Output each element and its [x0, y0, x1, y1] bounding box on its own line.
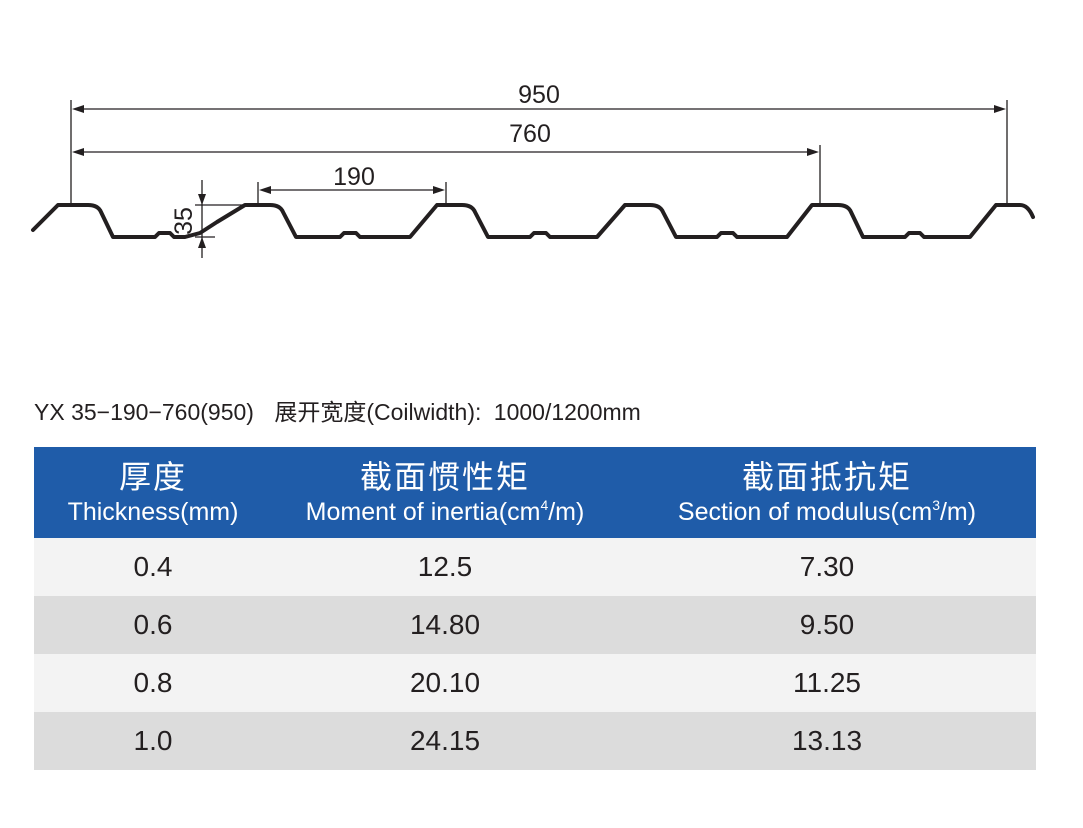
- table-row: 0.6 14.80 9.50: [34, 596, 1036, 654]
- cell-modulus: 13.13: [618, 712, 1036, 770]
- table-row: 0.8 20.10 11.25: [34, 654, 1036, 712]
- cell-modulus: 7.30: [618, 538, 1036, 596]
- sheet-profile-line: [31, 203, 1035, 239]
- header-moment-of-inertia: 截面惯性矩 Moment of inertia(cm4/m): [272, 447, 618, 538]
- table-header-row: 厚度 Thickness(mm) 截面惯性矩 Moment of inertia…: [34, 447, 1036, 538]
- header-thickness: 厚度 Thickness(mm): [34, 447, 272, 538]
- dimension-35: 35: [170, 180, 245, 258]
- sheet-profile-drawing: 950 760 190 35: [31, 81, 1035, 258]
- performance-table: 厚度 Thickness(mm) 截面惯性矩 Moment of inertia…: [34, 447, 1036, 770]
- dimension-950-label: 950: [518, 81, 560, 109]
- dimension-190: 190: [259, 163, 445, 194]
- cell-inertia: 14.80: [272, 596, 618, 654]
- cell-modulus: 9.50: [618, 596, 1036, 654]
- cell-thickness: 0.8: [34, 654, 272, 712]
- coil-width-value: 1000/1200mm: [493, 399, 641, 425]
- dimension-760-label: 760: [509, 120, 551, 148]
- cell-inertia: 24.15: [272, 712, 618, 770]
- cell-inertia: 20.10: [272, 654, 618, 712]
- product-spec-line: YX 35−190−760(950) 展开宽度(Coilwidth): 1000…: [34, 393, 641, 427]
- cell-thickness: 1.0: [34, 712, 272, 770]
- dimension-35-label: 35: [170, 207, 198, 235]
- model-code: YX 35−190−760(950): [34, 399, 254, 425]
- dimension-190-label: 190: [333, 163, 375, 191]
- header-section-modulus: 截面抵抗矩 Section of modulus(cm3/m): [618, 447, 1036, 538]
- table-row: 0.4 12.5 7.30: [34, 538, 1036, 596]
- table-row: 1.0 24.15 13.13: [34, 712, 1036, 770]
- dimension-950: 950: [72, 81, 1006, 113]
- dimension-760: 760: [72, 120, 819, 156]
- coil-width-label: 展开宽度(Coilwidth):: [274, 399, 482, 425]
- cell-thickness: 0.4: [34, 538, 272, 596]
- cell-thickness: 0.6: [34, 596, 272, 654]
- cell-inertia: 12.5: [272, 538, 618, 596]
- cell-modulus: 11.25: [618, 654, 1036, 712]
